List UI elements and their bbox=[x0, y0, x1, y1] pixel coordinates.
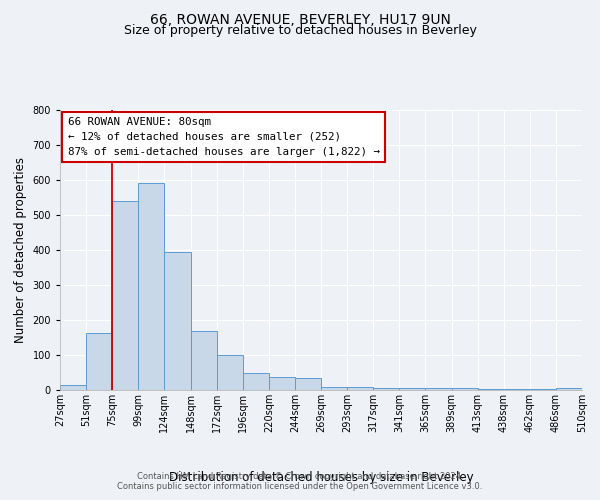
Bar bbox=[217, 354, 243, 390]
Bar bbox=[400, 388, 425, 390]
Bar bbox=[452, 388, 478, 390]
Bar bbox=[347, 386, 373, 390]
Bar bbox=[269, 376, 295, 390]
Bar bbox=[373, 388, 400, 390]
Bar bbox=[556, 388, 582, 390]
Bar bbox=[139, 184, 164, 390]
Bar bbox=[86, 334, 112, 390]
Text: Contains HM Land Registry data © Crown copyright and database right 2024.: Contains HM Land Registry data © Crown c… bbox=[137, 472, 463, 481]
Text: Size of property relative to detached houses in Beverley: Size of property relative to detached ho… bbox=[124, 24, 476, 37]
Text: 66, ROWAN AVENUE, BEVERLEY, HU17 9UN: 66, ROWAN AVENUE, BEVERLEY, HU17 9UN bbox=[149, 12, 451, 26]
Bar bbox=[112, 201, 139, 390]
Bar bbox=[242, 372, 269, 390]
Text: 66 ROWAN AVENUE: 80sqm
← 12% of detached houses are smaller (252)
87% of semi-de: 66 ROWAN AVENUE: 80sqm ← 12% of detached… bbox=[68, 117, 380, 156]
Y-axis label: Number of detached properties: Number of detached properties bbox=[14, 157, 27, 343]
Bar bbox=[321, 386, 347, 390]
Bar bbox=[164, 252, 191, 390]
Bar bbox=[425, 388, 452, 390]
Bar bbox=[191, 330, 217, 390]
Text: Contains public sector information licensed under the Open Government Licence v3: Contains public sector information licen… bbox=[118, 482, 482, 491]
Bar bbox=[295, 378, 321, 390]
Bar bbox=[60, 385, 86, 390]
X-axis label: Distribution of detached houses by size in Beverley: Distribution of detached houses by size … bbox=[169, 471, 473, 484]
